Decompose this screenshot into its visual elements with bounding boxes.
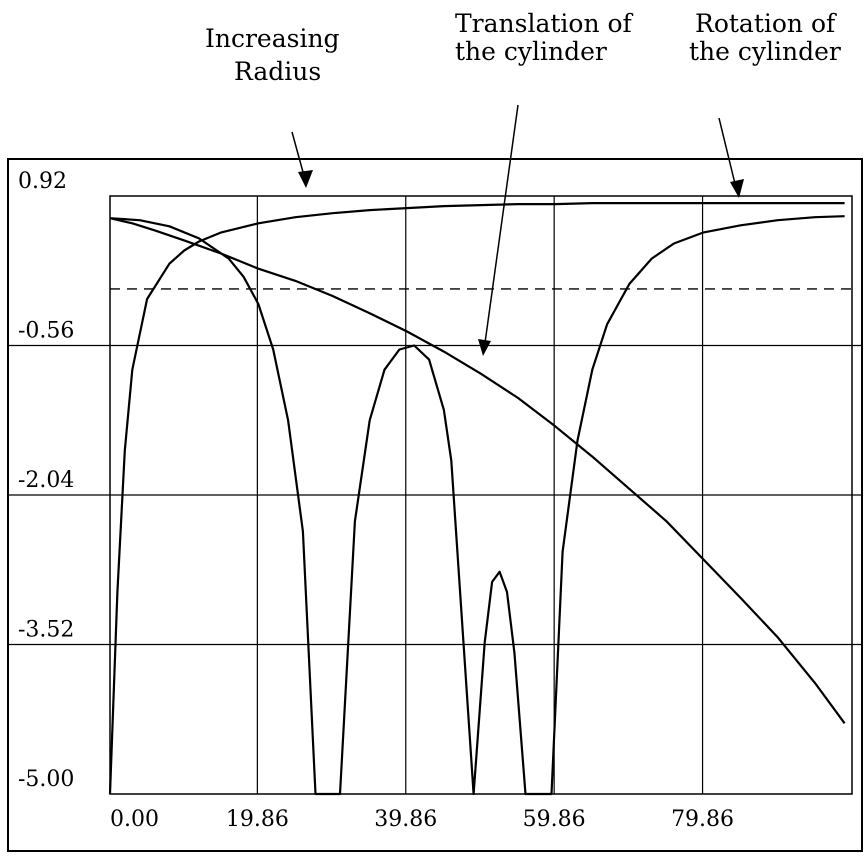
annotation-translation-arrow xyxy=(483,104,519,351)
x-tick-label: 39.86 xyxy=(374,807,437,832)
annotation-increasing-radius-arrowhead xyxy=(298,170,313,188)
annotation-rotation-arrowhead xyxy=(730,179,744,198)
y-tick-labels: 0.92 -0.56 -2.04 -3.52 -5.00 xyxy=(18,169,74,792)
x-tick-label: 0.00 xyxy=(110,807,159,832)
annotation-rotation-line2: the cylinder xyxy=(689,37,841,66)
y-tick-label: -2.04 xyxy=(18,468,74,493)
series-line-2 xyxy=(109,217,846,724)
outer-frame xyxy=(7,158,863,852)
annotation-translation-line2: the cylinder xyxy=(455,37,607,66)
series-layer xyxy=(108,202,846,796)
annotation-increasing-radius: Increasing Radius xyxy=(205,24,340,188)
annotation-increasing-radius-line1: Increasing xyxy=(205,24,340,53)
x-tick-labels: 0.00 19.86 39.86 59.86 79.86 xyxy=(110,807,734,832)
annotation-rotation-arrow xyxy=(718,117,738,193)
annotation-translation-line1: Translation of xyxy=(455,9,634,38)
x-tick-label: 79.86 xyxy=(671,807,734,832)
series-line-3 xyxy=(109,215,845,796)
series-line-1 xyxy=(108,202,845,795)
annotation-translation: Translation of the cylinder xyxy=(455,9,634,356)
x-tick-label: 59.86 xyxy=(523,807,586,832)
annotation-increasing-radius-line2: Radius xyxy=(234,57,321,86)
y-tick-label: -0.56 xyxy=(18,319,74,344)
annotation-rotation: Rotation of the cylinder xyxy=(689,9,841,198)
x-tick-label: 19.86 xyxy=(226,807,289,832)
y-tick-label: -3.52 xyxy=(18,618,74,643)
annotation-translation-arrowhead xyxy=(478,339,491,356)
y-tick-label: 0.92 xyxy=(18,169,67,194)
grid xyxy=(8,196,862,794)
y-tick-label: -5.00 xyxy=(18,767,74,792)
annotation-rotation-line1: Rotation of xyxy=(695,9,837,38)
